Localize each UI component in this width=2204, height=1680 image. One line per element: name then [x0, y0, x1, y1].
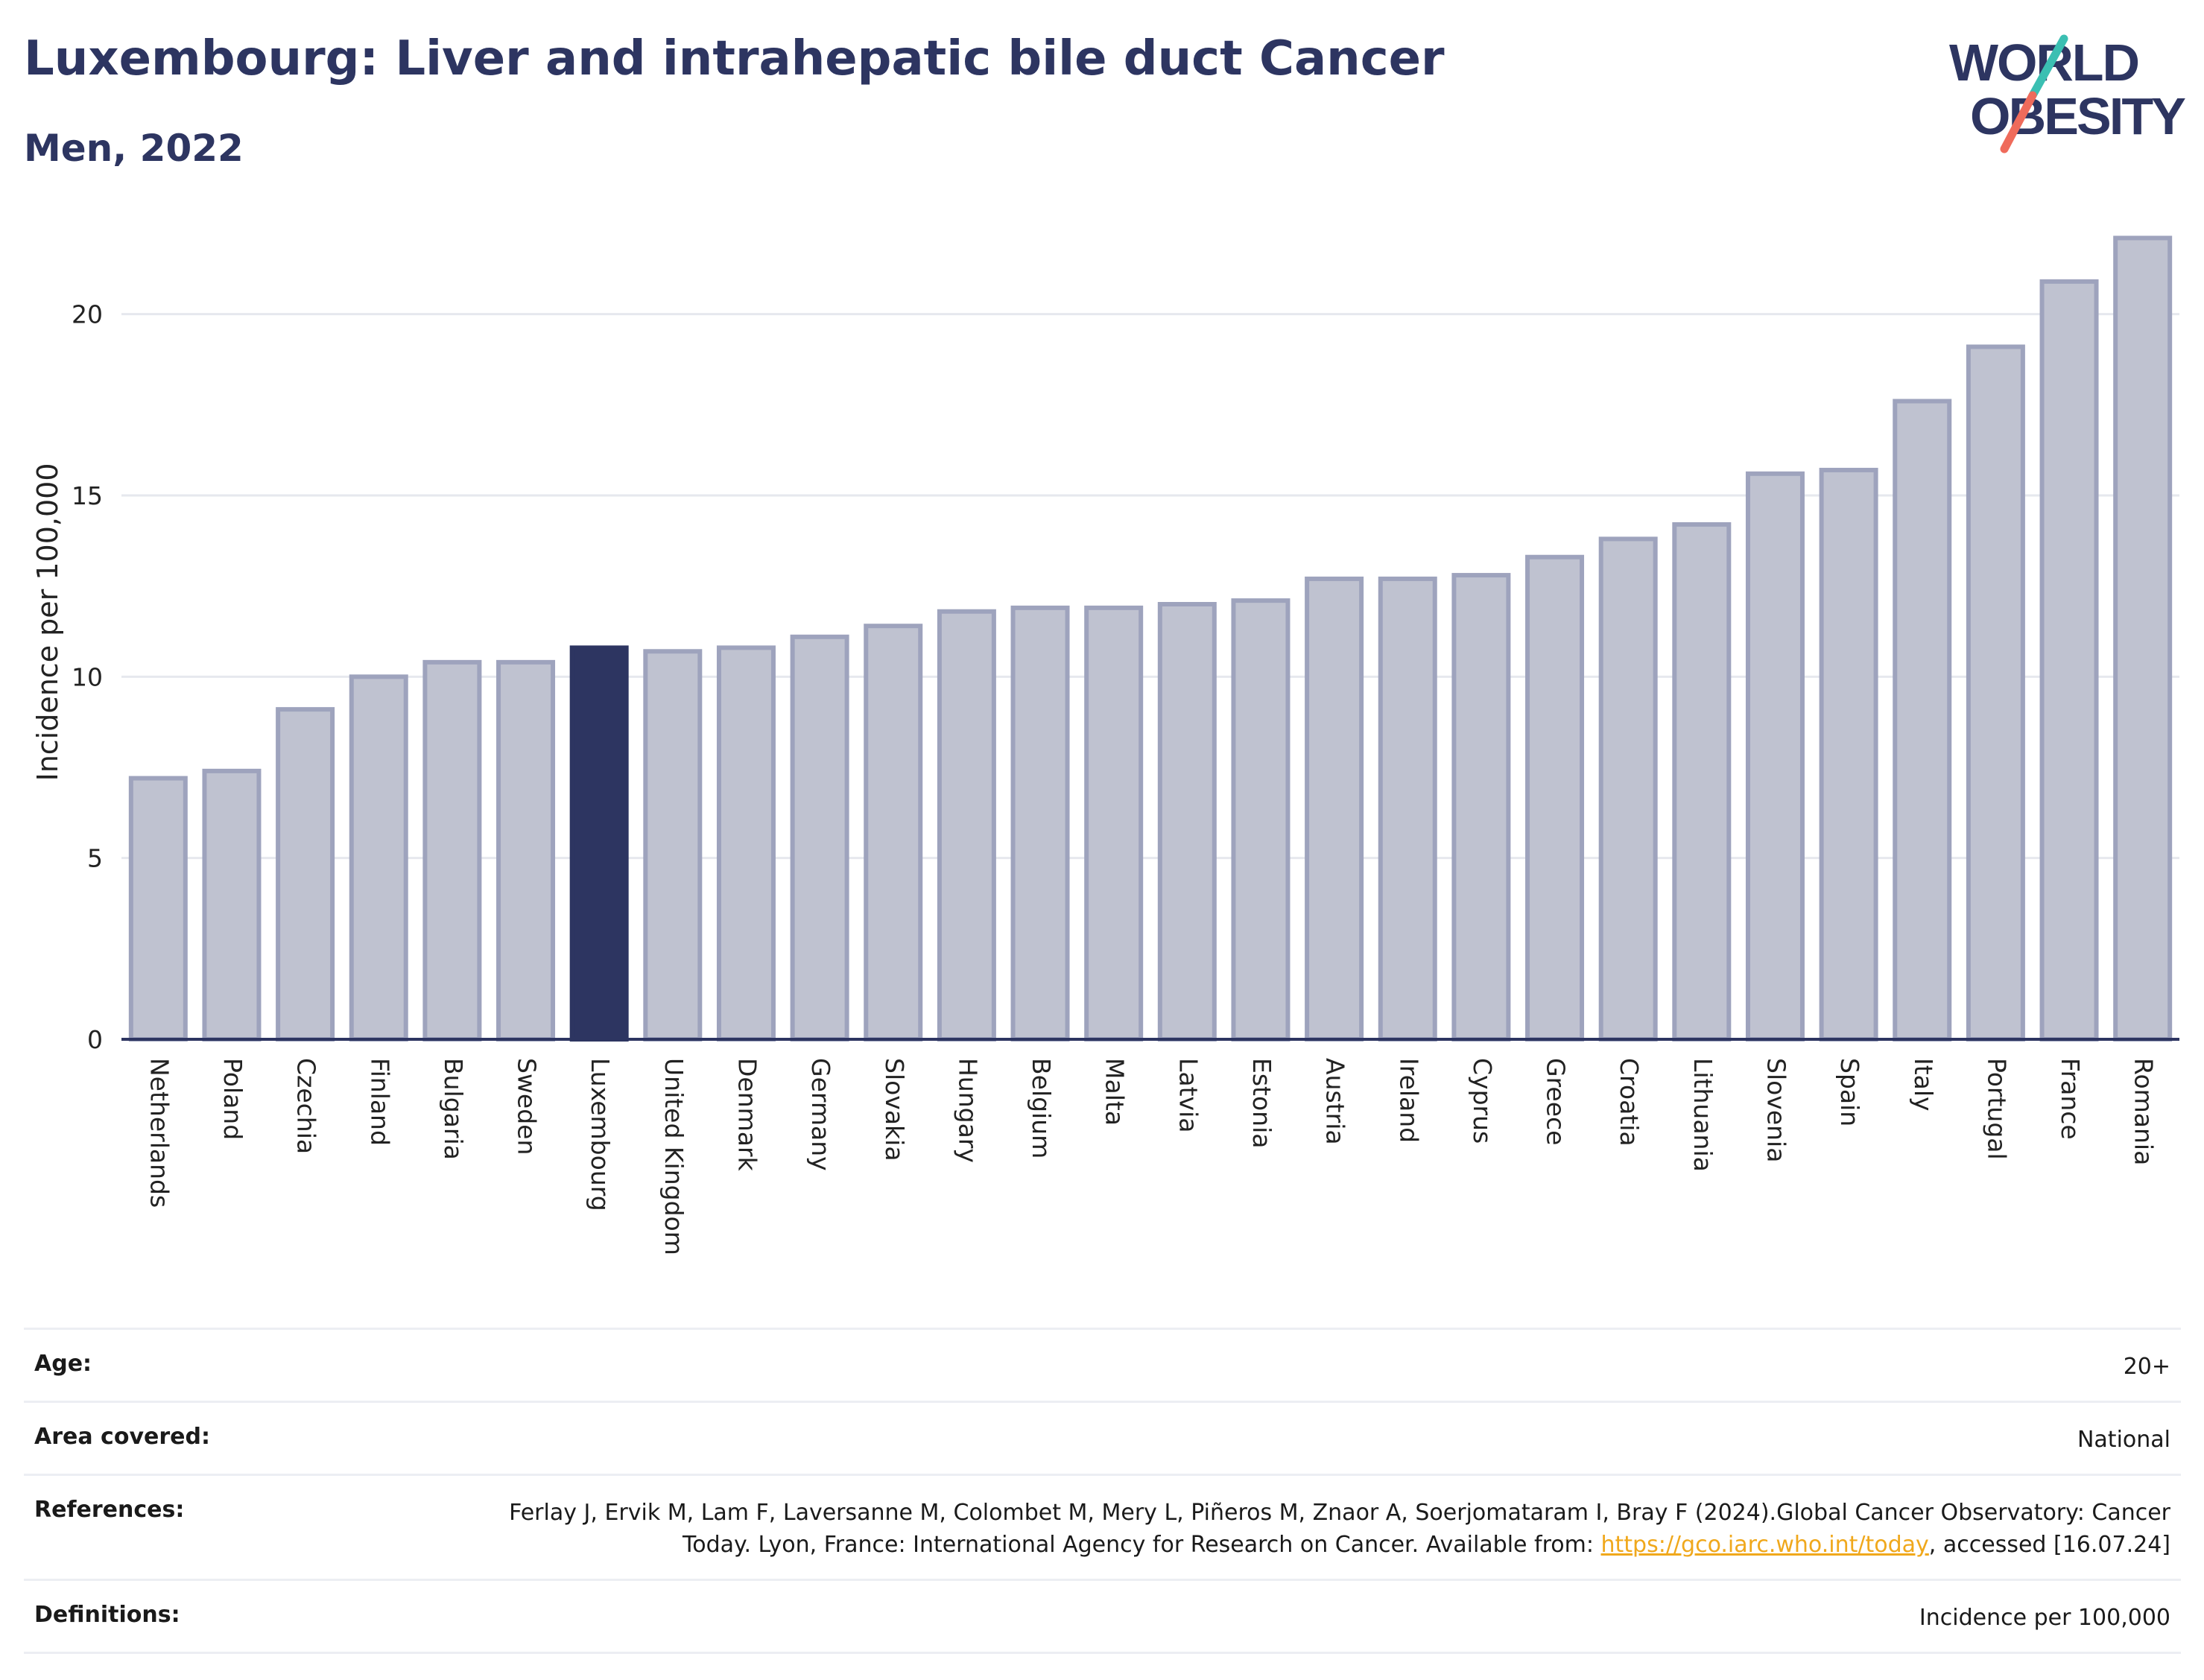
x-tick-label: Netherlands	[145, 1058, 174, 1208]
y-tick-label: 15	[72, 481, 103, 510]
bar	[1598, 536, 1658, 1042]
bar-highlight	[569, 645, 629, 1042]
x-tick-label: Poland	[218, 1058, 247, 1140]
bar	[1893, 399, 1952, 1042]
x-tick-label: Hungary	[953, 1058, 982, 1163]
bar	[1966, 344, 2025, 1042]
y-tick-label: 0	[87, 1025, 103, 1054]
x-tick-label: Ireland	[1394, 1058, 1423, 1143]
age-label: Age:	[34, 1351, 92, 1377]
x-tick-label: Spain	[1835, 1058, 1864, 1126]
logo-slash-top	[2028, 34, 2068, 100]
x-tick-label: United Kingdom	[659, 1058, 688, 1255]
area-label: Area covered:	[34, 1424, 210, 1450]
bar	[276, 707, 335, 1042]
world-obesity-logo: WORLD OBESITY	[1949, 34, 2186, 153]
bar	[1451, 573, 1511, 1042]
x-tick-label: Cyprus	[1468, 1058, 1497, 1144]
x-tick-label: France	[2056, 1058, 2085, 1140]
bar	[937, 609, 996, 1042]
bar	[864, 624, 923, 1042]
x-tick-label: Germany	[806, 1058, 835, 1171]
x-tick-label: Lithuania	[1688, 1058, 1717, 1172]
bar	[1231, 598, 1291, 1042]
definitions-value: Incidence per 100,000	[1919, 1605, 2170, 1631]
logo-slash-bottom	[2000, 91, 2037, 153]
axes: 0 5 10 15 20 Netherlands Poland Czechia Finland B…	[72, 300, 2179, 1255]
bars	[128, 235, 2173, 1042]
chart-title: Luxembourg: Liver and intrahepatic bile …	[24, 31, 1445, 86]
y-tick-label: 20	[72, 300, 103, 329]
bar	[2039, 279, 2099, 1042]
bar	[202, 768, 262, 1042]
references-value: Ferlay J, Ervik M, Lam F, Laversanne M, …	[457, 1497, 2170, 1561]
x-tick-label: Sweden	[513, 1058, 542, 1155]
bar	[1819, 467, 1878, 1042]
x-tick-label: Czechia	[292, 1058, 321, 1154]
bar	[1010, 605, 1070, 1042]
metadata-table: Age: 20+ Area covered: National Referenc…	[24, 1328, 2181, 1654]
bar	[790, 634, 849, 1042]
x-tick-label: Malta	[1101, 1058, 1130, 1126]
bar-chart: 0 5 10 15 20 Netherlands Poland Czechia Finland B…	[31, 235, 2179, 1255]
x-tick-label: Romania	[2129, 1058, 2159, 1165]
x-tick-label: Slovenia	[1761, 1058, 1790, 1162]
x-tick-label: Italy	[1909, 1058, 1938, 1112]
definitions-label: Definitions:	[34, 1602, 180, 1628]
bar	[1084, 605, 1144, 1042]
meta-row-definitions: Definitions: Incidence per 100,000	[24, 1579, 2181, 1654]
bar	[1745, 471, 1805, 1042]
x-tick-label: Denmark	[732, 1058, 761, 1172]
x-tick-label: Finland	[365, 1058, 394, 1146]
bar	[422, 659, 482, 1042]
bar	[643, 649, 703, 1042]
x-tick-label: Greece	[1542, 1058, 1571, 1145]
bar	[1157, 602, 1217, 1042]
y-axis-label: Incidence per 100,000	[31, 463, 64, 781]
x-tick-label: Estonia	[1247, 1058, 1276, 1148]
bar	[2113, 235, 2173, 1042]
bar	[1305, 576, 1364, 1042]
bar	[716, 645, 776, 1042]
bar	[1378, 576, 1437, 1042]
age-value: 20+	[2123, 1354, 2170, 1380]
references-label: References:	[34, 1497, 185, 1523]
references-text: Ferlay J, Ervik M, Lam F, Laversanne M, …	[509, 1500, 2170, 1558]
x-tick-label: Slovakia	[880, 1058, 909, 1161]
x-tick-label: Belgium	[1027, 1058, 1056, 1158]
y-tick-label: 10	[72, 662, 103, 691]
bar	[1525, 554, 1585, 1042]
meta-row-age: Age: 20+	[24, 1328, 2181, 1401]
x-tick-label: Portugal	[1982, 1058, 2011, 1160]
references-link[interactable]: https://gco.iarc.who.int/today	[1600, 1532, 1929, 1558]
bar	[496, 659, 556, 1042]
x-tick-label: Croatia	[1615, 1058, 1644, 1147]
references-accessed: , accessed [16.07.24]	[1928, 1532, 2170, 1558]
x-tick-label: Bulgaria	[439, 1058, 468, 1160]
x-tick-label: Austria	[1321, 1058, 1350, 1145]
bar	[1672, 522, 1732, 1042]
logo-line2: OBESITY	[1970, 87, 2186, 145]
y-tick-label: 5	[87, 844, 103, 873]
bar	[128, 776, 188, 1042]
chart-subtitle: Men, 2022	[24, 127, 244, 170]
meta-row-area: Area covered: National	[24, 1401, 2181, 1474]
meta-row-references: References: Ferlay J, Ervik M, Lam F, La…	[24, 1474, 2181, 1579]
x-tick-label: Luxembourg	[586, 1058, 615, 1211]
area-value: National	[2077, 1427, 2170, 1453]
x-tick-label: Latvia	[1174, 1058, 1203, 1132]
bar	[349, 674, 408, 1042]
